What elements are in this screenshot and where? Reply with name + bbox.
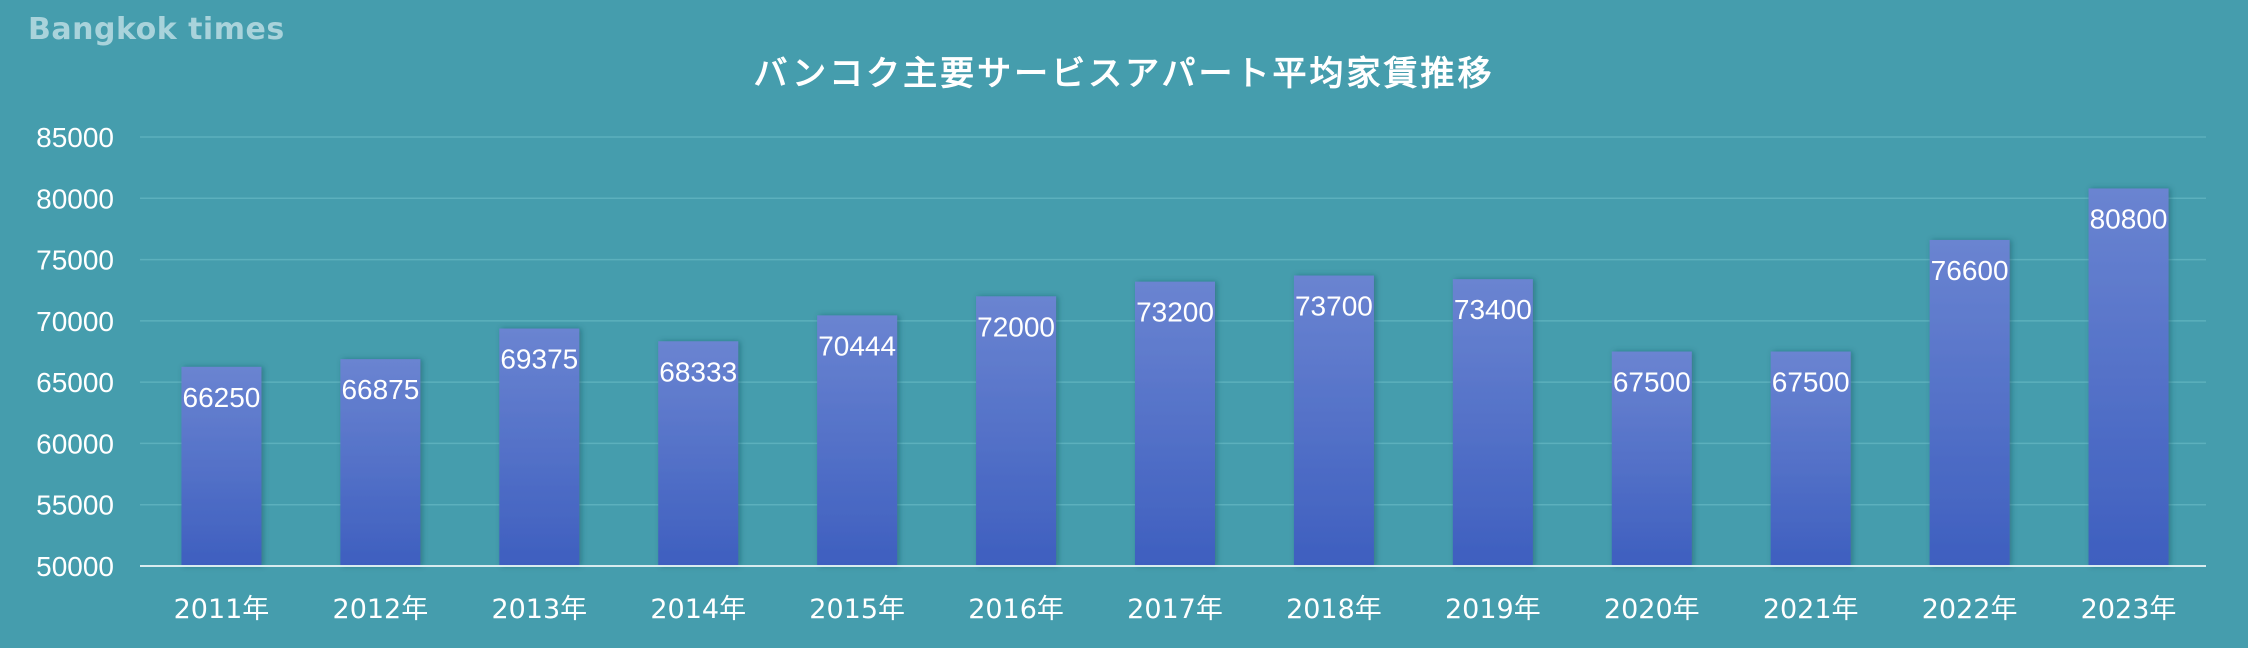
x-tick-label: 2011年 bbox=[174, 594, 270, 625]
y-tick-label: 80000 bbox=[36, 183, 114, 214]
y-tick-label: 70000 bbox=[36, 306, 114, 337]
bar-2018年 bbox=[1293, 275, 1374, 566]
bar-2012年 bbox=[340, 359, 421, 566]
data-label: 72000 bbox=[977, 311, 1055, 342]
bar-2015年 bbox=[817, 315, 898, 566]
y-tick-label: 75000 bbox=[36, 245, 114, 276]
y-tick-label: 65000 bbox=[36, 367, 114, 398]
y-tick-label: 50000 bbox=[36, 551, 114, 582]
data-label: 80800 bbox=[2090, 203, 2168, 234]
data-label: 66250 bbox=[183, 382, 261, 413]
data-label: 69375 bbox=[500, 344, 578, 375]
bar-2017年 bbox=[1135, 281, 1215, 566]
x-tick-label: 2016年 bbox=[968, 594, 1064, 625]
data-label: 66875 bbox=[341, 374, 419, 405]
y-tick-label: 60000 bbox=[36, 428, 114, 459]
y-axis-ticks: 50000 55000 60000 65000 70000 75000 80000 85000 bbox=[36, 122, 114, 582]
x-tick-label: 2017年 bbox=[1127, 594, 1223, 625]
x-tick-label: 2019年 bbox=[1445, 594, 1541, 625]
data-label: 73400 bbox=[1454, 294, 1532, 325]
data-label: 68333 bbox=[659, 356, 737, 387]
data-labels: 66250 66875 69375 68333 70444 72000 73200 73700… bbox=[183, 203, 2168, 412]
data-label: 67500 bbox=[1772, 367, 1850, 398]
bar-2016年 bbox=[976, 296, 1057, 566]
data-label: 76600 bbox=[1931, 255, 2009, 286]
chart-title: バンコク主要サービスアパート平均家賃推移 bbox=[753, 54, 1494, 94]
bar-2014年 bbox=[658, 341, 739, 566]
y-tick-label: 55000 bbox=[36, 490, 114, 521]
bar-2011年 bbox=[181, 366, 262, 566]
y-tick-label: 85000 bbox=[36, 122, 114, 153]
x-tick-label: 2015年 bbox=[809, 594, 905, 625]
data-label: 73200 bbox=[1136, 297, 1214, 328]
watermark-logo: Bangkok times bbox=[28, 12, 285, 47]
x-tick-label: 2021年 bbox=[1763, 594, 1859, 625]
bars bbox=[181, 188, 2169, 567]
x-tick-label: 2014年 bbox=[650, 594, 746, 625]
bar-2020年 bbox=[1611, 351, 1692, 566]
x-tick-label: 2020年 bbox=[1604, 594, 1700, 625]
x-tick-label: 2023年 bbox=[2081, 594, 2177, 625]
bar-2022年 bbox=[1929, 239, 2010, 566]
x-axis-ticks: 2011年 2012年 2013年 2014年 2015年 2016年 2017年 2018年… bbox=[174, 594, 2177, 625]
bar-2019年 bbox=[1452, 279, 1533, 566]
x-tick-label: 2018年 bbox=[1286, 594, 1382, 625]
x-tick-label: 2022年 bbox=[1922, 594, 2018, 625]
x-tick-label: 2013年 bbox=[491, 594, 587, 625]
data-label: 73700 bbox=[1295, 291, 1373, 322]
bar-2023年 bbox=[2088, 188, 2169, 567]
data-label: 70444 bbox=[818, 330, 896, 361]
data-label: 67500 bbox=[1613, 367, 1691, 398]
bar-2021年 bbox=[1770, 351, 1851, 566]
bar-2013年 bbox=[499, 328, 580, 566]
x-tick-label: 2012年 bbox=[333, 594, 429, 625]
